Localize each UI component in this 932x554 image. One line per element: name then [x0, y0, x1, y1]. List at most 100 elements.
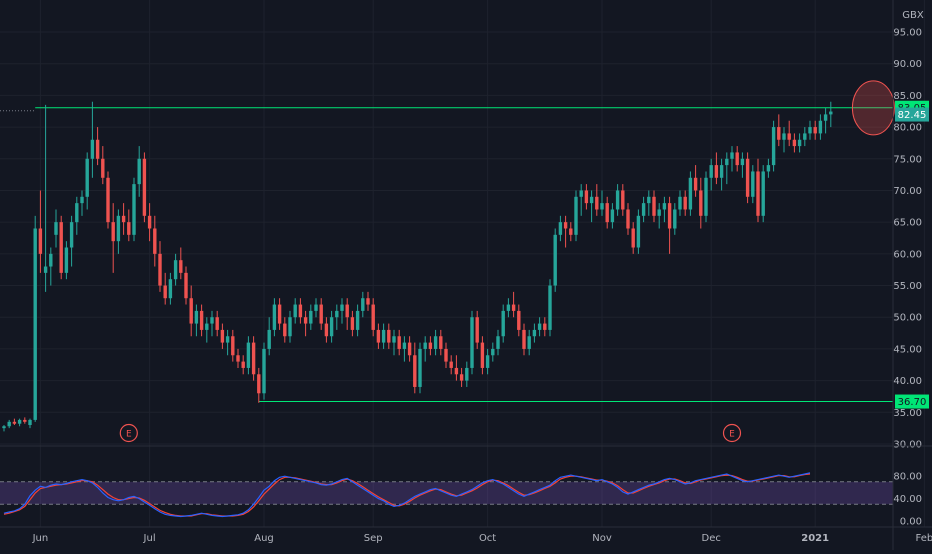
candle-body — [17, 419, 22, 424]
candle-body — [111, 222, 115, 242]
candle-body — [683, 196, 687, 210]
candle-body — [766, 165, 771, 172]
last-price-label: 82.45 — [898, 110, 927, 121]
candle-body — [652, 196, 656, 216]
candle-body — [376, 329, 381, 343]
candle-body — [813, 127, 817, 134]
candle-body — [350, 317, 355, 330]
price-tick-label: 45.00 — [893, 344, 922, 355]
candle-body — [553, 234, 557, 286]
rsi-line — [3, 472, 811, 518]
price-tick-label: 40.00 — [893, 376, 922, 387]
rsi-pane — [0, 472, 893, 518]
candle-body — [220, 329, 225, 343]
candle-body — [397, 336, 401, 349]
candle-body — [439, 336, 443, 349]
candle-body — [673, 209, 677, 229]
candle-body — [626, 209, 630, 229]
candle-body — [641, 203, 646, 216]
price-tick-label: 65.00 — [893, 218, 922, 229]
candle-body — [610, 209, 615, 223]
candle-body — [433, 336, 438, 349]
candle-body — [12, 421, 17, 424]
candle-body — [537, 323, 542, 330]
candle-body — [470, 317, 474, 368]
candle-body — [527, 336, 531, 349]
candle-body — [745, 158, 750, 197]
candle-body — [719, 165, 724, 178]
time-tick-label: Jul — [143, 533, 156, 544]
candle-body — [714, 165, 719, 178]
candle-body — [563, 222, 568, 229]
candle-body — [225, 336, 230, 343]
time-tick-label: Oct — [479, 533, 496, 544]
candle-body — [600, 203, 604, 210]
candle-body — [631, 228, 635, 248]
time-tick-label: Feb — [916, 533, 932, 544]
candle-body — [709, 165, 713, 178]
candle-body — [28, 419, 32, 425]
candle-body — [647, 196, 651, 204]
candle-body — [392, 336, 396, 343]
candle-body — [298, 304, 303, 318]
price-tick-label: 35.00 — [893, 408, 922, 419]
candle-body — [792, 139, 797, 147]
candle-body — [2, 426, 6, 429]
candle-body — [168, 279, 173, 299]
candle-body — [662, 203, 667, 210]
candle-body — [444, 348, 448, 362]
rsi-tick-label: 40.00 — [893, 494, 922, 505]
price-tick-label: 60.00 — [893, 249, 922, 260]
candle-body — [569, 228, 573, 235]
candle-body — [548, 285, 552, 330]
candle-body — [293, 304, 297, 318]
candle-body — [605, 203, 609, 223]
candle-body — [106, 177, 110, 223]
candle-body — [454, 367, 459, 375]
price-tick-label: 70.00 — [893, 186, 922, 197]
candle-body — [309, 310, 313, 324]
candle-body — [64, 247, 69, 273]
candle-body — [90, 139, 95, 159]
candle-body — [33, 228, 37, 420]
candle-body — [803, 133, 807, 140]
candle-body — [574, 196, 578, 235]
candle-body — [324, 323, 329, 337]
candle-body — [215, 317, 219, 330]
rsi-tick-label: 0.00 — [900, 517, 922, 528]
candle-body — [49, 253, 53, 267]
candle-body — [506, 304, 511, 311]
candle-body — [283, 323, 287, 337]
candle-body — [485, 355, 490, 368]
candle-body — [615, 190, 620, 210]
candle-body — [501, 310, 505, 337]
candle-body — [475, 317, 479, 343]
price-tick-label: 30.00 — [893, 440, 922, 451]
candle-body — [179, 260, 183, 273]
candle-body — [95, 139, 100, 159]
candle-body — [480, 342, 485, 368]
candle-body — [756, 171, 760, 216]
candle-body — [69, 222, 74, 248]
candle-body — [199, 310, 204, 330]
candle-body — [251, 342, 256, 375]
candle-body — [335, 310, 339, 318]
candle-body — [371, 304, 375, 330]
candle-body — [257, 374, 261, 394]
candle-body — [735, 152, 739, 166]
candle-body — [584, 190, 589, 204]
candle-body — [101, 158, 105, 178]
candle-body — [751, 171, 755, 197]
candle-body — [558, 222, 563, 235]
candle-body — [797, 139, 802, 147]
time-tick-label: Jun — [32, 533, 49, 544]
candle-body — [319, 304, 323, 324]
candle-body — [137, 158, 141, 185]
candle-body — [116, 215, 121, 242]
candle-body — [59, 222, 63, 273]
